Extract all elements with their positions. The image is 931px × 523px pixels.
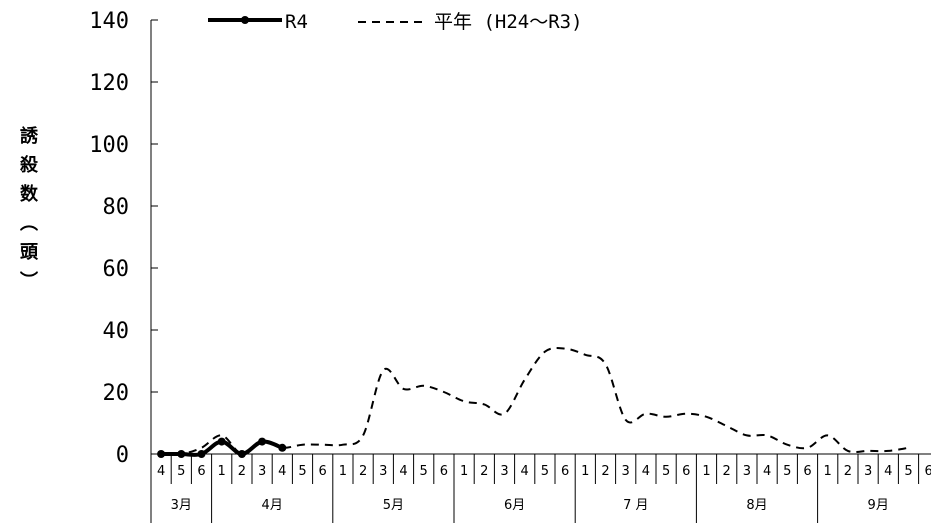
x-period-label: 1 xyxy=(218,464,226,479)
x-period-label: 3 xyxy=(864,464,872,479)
x-period-label: 5 xyxy=(662,464,670,479)
y-tick-label: 100 xyxy=(89,133,129,158)
x-period-label: 6 xyxy=(925,464,931,479)
y-axis: 0 20 40 60 80 100 120 140 xyxy=(89,9,158,468)
x-month-label: 3月 xyxy=(171,498,192,513)
x-period-label: 5 xyxy=(783,464,791,479)
x-period-label: 6 xyxy=(197,464,205,479)
y-tick-label: 40 xyxy=(103,319,130,344)
y-axis-label: 誘殺数︵頭︶ xyxy=(19,125,39,292)
x-period-label: 6 xyxy=(561,464,569,479)
x-month-label: 7 月 xyxy=(623,498,648,513)
x-period-label: 5 xyxy=(420,464,428,479)
x-period-label: 3 xyxy=(743,464,751,479)
x-month-label: 5月 xyxy=(383,498,404,513)
legend: R4 平年 (H24～R3) xyxy=(208,11,583,33)
x-period-label: 3 xyxy=(258,464,266,479)
x-period-label: 1 xyxy=(702,464,710,479)
series-point-r4 xyxy=(157,450,166,458)
x-period-label: 4 xyxy=(884,464,892,479)
x-period-label: 4 xyxy=(278,464,286,479)
x-period-label: 3 xyxy=(622,464,630,479)
x-month-label: 8月 xyxy=(746,498,767,513)
x-period-label: 4 xyxy=(399,464,407,479)
x-month-label: 9月 xyxy=(868,498,889,513)
x-period-label: 2 xyxy=(238,464,246,479)
x-period-label: 5 xyxy=(904,464,912,479)
y-axis-title: 誘殺数︵頭︶ xyxy=(19,125,39,292)
series-point-r4 xyxy=(237,450,246,458)
y-tick-label: 80 xyxy=(103,195,130,220)
x-month-label: 4月 xyxy=(262,498,283,513)
y-tick-label: 20 xyxy=(103,381,130,406)
series-layer xyxy=(157,346,909,458)
x-period-label: 6 xyxy=(440,464,448,479)
x-period-label: 4 xyxy=(642,464,650,479)
y-tick-label: 60 xyxy=(103,257,130,282)
x-period-label: 3 xyxy=(379,464,387,479)
x-period-label: 5 xyxy=(177,464,185,479)
x-period-label: 1 xyxy=(581,464,589,479)
series-point-r4 xyxy=(217,437,226,446)
x-period-label: 2 xyxy=(844,464,852,479)
x-period-label: 2 xyxy=(723,464,731,479)
x-period-label: 6 xyxy=(319,464,327,479)
x-period-label: 5 xyxy=(298,464,306,479)
legend-label-r4: R4 xyxy=(285,11,308,33)
x-period-label: 1 xyxy=(339,464,347,479)
y-tick-label: 120 xyxy=(89,71,129,96)
y-tick-label: 140 xyxy=(89,9,129,34)
series-point-r4 xyxy=(177,450,186,458)
x-period-label: 6 xyxy=(803,464,811,479)
legend-marker-r4 xyxy=(241,16,249,24)
x-period-label: 1 xyxy=(460,464,468,479)
x-period-label: 4 xyxy=(157,464,165,479)
x-period-label: 2 xyxy=(359,464,367,479)
legend-label-heinen: 平年 (H24～R3) xyxy=(434,11,583,33)
x-period-label: 4 xyxy=(763,464,771,479)
x-period-label: 2 xyxy=(480,464,488,479)
series-point-r4 xyxy=(197,450,206,458)
x-month-label: 6月 xyxy=(504,498,525,513)
x-period-label: 5 xyxy=(541,464,549,479)
x-period-label: 1 xyxy=(824,464,832,479)
y-tick-label: 0 xyxy=(116,443,129,468)
x-period-label: 2 xyxy=(601,464,609,479)
x-period-label: 6 xyxy=(682,464,690,479)
series-line-heinen xyxy=(161,346,909,456)
series-point-r4 xyxy=(258,437,267,446)
series-point-r4 xyxy=(278,443,287,452)
x-axis: 4 5 6 1 2 3 4 5 6 1 2 3 4 5 6 1 2 3 4 5 6 1 2 3 4 5 6 1 2 3 4 5 6 1 2 3 4 5 63… xyxy=(150,453,931,523)
x-period-label: 4 xyxy=(521,464,529,479)
x-period-label: 3 xyxy=(500,464,508,479)
